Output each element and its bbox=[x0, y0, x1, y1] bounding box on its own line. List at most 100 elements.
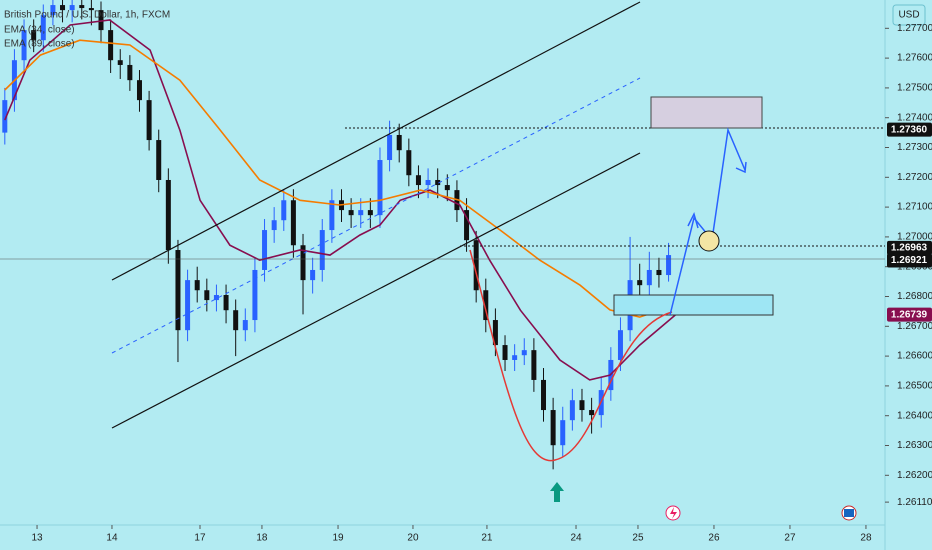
y-tick-label: 1.27100 bbox=[897, 202, 932, 213]
ema-line bbox=[4, 39, 676, 318]
x-tick-label: 13 bbox=[31, 533, 43, 544]
candle-body bbox=[425, 179, 431, 186]
x-tick-label: 28 bbox=[860, 533, 872, 544]
candle-body bbox=[79, 5, 85, 9]
candle-body bbox=[271, 220, 277, 231]
legend-entry: EMA (89, close) bbox=[4, 39, 75, 50]
candle-body bbox=[569, 400, 575, 421]
ema-line bbox=[4, 19, 676, 381]
candle-body bbox=[194, 280, 200, 291]
candle-body bbox=[319, 230, 325, 270]
candle-body bbox=[550, 410, 556, 446]
candle-body bbox=[329, 200, 335, 231]
candle-body bbox=[377, 160, 383, 216]
candle-body bbox=[415, 175, 421, 186]
candle-body bbox=[40, 15, 46, 41]
candle-body bbox=[637, 280, 643, 286]
candle-body bbox=[156, 140, 162, 180]
price-label: 1.26963 bbox=[891, 243, 928, 254]
candle-body bbox=[348, 210, 354, 216]
y-tick-label: 1.27400 bbox=[897, 112, 932, 123]
legend-title: British Pound / U.S. Dollar, 1h, FXCM bbox=[4, 10, 170, 21]
y-tick-label: 1.27500 bbox=[897, 83, 932, 94]
candle-body bbox=[290, 200, 296, 246]
candle-body bbox=[281, 200, 287, 221]
channel-lower bbox=[111, 152, 641, 429]
candle-body bbox=[50, 5, 56, 16]
y-tick-label: 1.26600 bbox=[897, 351, 932, 362]
x-tick-label: 25 bbox=[632, 533, 644, 544]
candle-body bbox=[146, 100, 152, 141]
channel-middle bbox=[111, 77, 641, 354]
price-label-box bbox=[887, 240, 932, 255]
x-tick-label: 27 bbox=[784, 533, 796, 544]
x-tick-label: 21 bbox=[481, 533, 493, 544]
candle-body bbox=[396, 134, 402, 151]
y-tick-label: 1.27000 bbox=[897, 232, 932, 243]
candle-body bbox=[233, 310, 239, 331]
candle-body bbox=[464, 210, 470, 241]
curve bbox=[469, 249, 673, 462]
candle-body bbox=[406, 150, 412, 176]
x-tick-label: 18 bbox=[256, 533, 268, 544]
price-label-box bbox=[887, 307, 932, 322]
y-tick-label: 1.26110 bbox=[897, 497, 932, 508]
candle-body bbox=[213, 295, 219, 301]
lightning bbox=[670, 507, 677, 519]
candle-body bbox=[387, 134, 393, 161]
x-tick-label: 20 bbox=[407, 533, 419, 544]
legend: British Pound / U.S. Dollar, 1h, FXCM EM… bbox=[4, 10, 170, 50]
candle-body bbox=[492, 320, 498, 346]
candle-body bbox=[512, 355, 518, 360]
candle-body bbox=[560, 420, 566, 446]
drawings bbox=[0, 1, 885, 462]
y-tick-label: 1.26800 bbox=[897, 291, 932, 302]
candle-body bbox=[175, 250, 181, 331]
candle-body bbox=[435, 179, 441, 186]
y-tick-label: 1.27200 bbox=[897, 172, 932, 183]
channel-upper bbox=[111, 1, 641, 281]
candle-body bbox=[242, 320, 248, 331]
candle-body bbox=[358, 210, 364, 216]
candle-body bbox=[483, 290, 489, 321]
candle-body bbox=[108, 30, 114, 61]
y-tick-label: 1.26300 bbox=[897, 440, 932, 451]
y-tick-label: 1.27600 bbox=[897, 53, 932, 64]
price-label-box bbox=[887, 122, 932, 137]
y-tick-label: 1.26500 bbox=[897, 381, 932, 392]
candle-body bbox=[473, 240, 479, 291]
y-tick-label: 1.26200 bbox=[897, 470, 932, 481]
x-tick-label: 14 bbox=[106, 533, 118, 544]
y-tick-label: 1.27700 bbox=[897, 23, 932, 34]
candle-body bbox=[531, 350, 537, 380]
price-label: 1.27360 bbox=[891, 124, 928, 135]
y-tick-label: 1.26400 bbox=[897, 410, 932, 421]
candle-body bbox=[262, 230, 268, 270]
candle-body bbox=[2, 100, 8, 133]
candle-body bbox=[185, 280, 191, 331]
x-tick-label: 17 bbox=[194, 533, 206, 544]
candle-body bbox=[646, 269, 652, 286]
candle-body bbox=[117, 60, 123, 65]
candle-body bbox=[589, 410, 595, 416]
currency-box bbox=[892, 4, 926, 26]
y-tick-label: 1.27300 bbox=[897, 142, 932, 153]
flag bbox=[844, 509, 854, 517]
candle-body bbox=[31, 30, 37, 41]
candle-body bbox=[310, 269, 316, 281]
candle-body bbox=[444, 185, 450, 191]
currency: USD bbox=[898, 10, 919, 21]
y-tick-label: 1.26700 bbox=[897, 321, 932, 332]
candle-body bbox=[88, 8, 94, 11]
candle-body bbox=[21, 30, 27, 61]
x-tick-label: 19 bbox=[332, 533, 344, 544]
candle-body bbox=[165, 179, 171, 251]
arrowheads bbox=[687, 161, 747, 229]
candle-body bbox=[579, 400, 585, 411]
candle-body bbox=[300, 245, 306, 281]
target-zone bbox=[650, 96, 763, 129]
candle-body bbox=[69, 5, 75, 11]
candle-body bbox=[521, 350, 527, 356]
candle-body bbox=[617, 330, 623, 360]
